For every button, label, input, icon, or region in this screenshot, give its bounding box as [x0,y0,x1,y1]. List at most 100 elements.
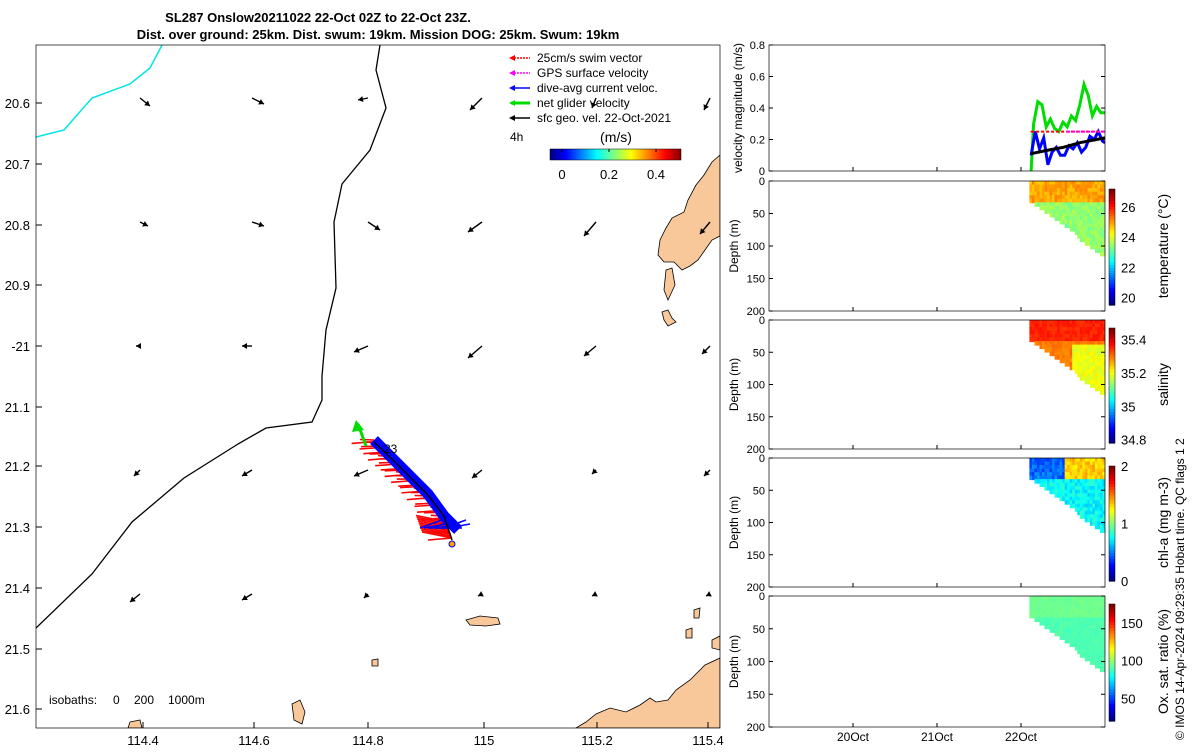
colorbar-label: salinity [1155,363,1171,406]
colorbar-tick-label: 0.4 [647,167,665,182]
lat-tick-label: 20.6 [5,96,30,111]
velocity-point [1060,155,1061,156]
lat-tick-label: 21.3 [5,520,30,535]
colorbar-tick-label: 35 [1121,399,1135,414]
colorbar-tick-label: 22 [1121,260,1135,275]
y-tick-label: 0 [759,176,765,188]
velocity-point [1062,122,1063,123]
isobath-value-0: 0 [113,693,120,707]
colorbar-tick-label: 150 [1121,616,1143,631]
legend-label: GPS surface velocity [537,66,648,80]
profile-cells [1029,181,1105,256]
isobath-value-200: 200 [134,693,154,707]
colorbar-tick-label: 0 [1121,574,1128,589]
velocity-point [1039,148,1040,149]
velocity-point [1088,95,1089,96]
lat-tick-label: 21.1 [5,400,30,415]
colorbar-tick-label: 2 [1121,459,1128,474]
colorbar-segment [1109,604,1115,608]
colorbar-label: chl-a (mg m-3) [1155,477,1171,568]
velocity-series [1030,84,1105,172]
velocity-point [1035,131,1036,132]
lat-tick-label: 20.9 [5,278,30,293]
velocity-point [1030,131,1031,132]
velocity-point [1072,148,1073,149]
colorbar-tick-label: 35.4 [1121,333,1146,348]
x-tick-label: 22Oct [1005,730,1038,744]
colorbar-segment [1109,625,1115,629]
panel-frame [769,45,1105,171]
velocity-point [1046,150,1047,151]
velocity-point [1037,101,1038,102]
y-axis-label: Depth (m) [727,496,741,549]
lon-tick-label: 115.4 [692,733,724,748]
y-tick-label: 0 [759,315,765,327]
isobath-legend-label: isobaths: [49,693,97,707]
x-tick-label: 21Oct [921,730,954,744]
lon-tick-label: 114.8 [352,733,384,748]
velocity-point [1100,112,1101,113]
land-mass [372,659,378,666]
y-tick-label: 50 [753,347,765,359]
y-tick-label: 200 [747,722,765,734]
lat-tick-label: 20.8 [5,218,30,233]
colorbar-segment [1109,692,1115,696]
legend-label: net glider velocity [537,96,630,110]
colorbar-segment [1109,704,1115,708]
profile-cells [1029,320,1105,395]
velocity-point [1085,147,1086,148]
map-title-line1: SL287 Onslow20211022 22-Oct 02Z to 22-Oc… [165,10,471,25]
colorbar-label: Ox. sat. ratio (%) [1155,609,1171,714]
lon-tick-label: 115 [474,733,495,748]
lat-tick-label: 21.2 [5,459,30,474]
map-title-line2: Dist. over ground: 25km. Dist. swum: 19k… [137,27,620,42]
y-tick-label: 150 [747,550,765,562]
colorbar-segment [1109,466,1115,470]
y-axis-label: Depth (m) [727,219,741,272]
velocity-point [1092,115,1093,116]
velocity-point [1047,164,1048,165]
velocity-point [1071,115,1072,116]
y-tick-label: 100 [747,241,765,253]
colorbar-segment [1109,683,1115,687]
x-tick-label: 20Oct [837,730,870,744]
colorbar-tick-label: 26 [1121,200,1135,215]
legend-duration-label: 4h [510,130,523,144]
velocity-point [1081,152,1082,153]
velocity-point [1030,153,1031,154]
lat-tick-label: -21 [11,339,30,354]
lat-tick-label: 20.7 [5,157,30,172]
legend-label: sfc geo. vel. 22-Oct-2021 [537,111,671,125]
velocity-point [1096,139,1097,140]
colorbar-tick-label: 20 [1121,290,1135,305]
y-axis-label: velocity magnitude (m/s) [731,43,745,173]
lon-tick-label: 114.4 [127,733,159,748]
colorbar-segment [1109,610,1115,614]
velocity-point [1102,140,1103,141]
y-tick-label: 150 [747,412,765,424]
y-tick-label: 0.2 [750,135,765,147]
colorbar-segment [1109,668,1115,672]
y-tick-label: 150 [747,689,765,701]
lat-tick-label: 21.5 [5,642,30,657]
colorbar-tick-label: 50 [1121,691,1135,706]
colorbar-tick-label: 35.2 [1121,366,1146,381]
track-label: 23 [384,442,398,456]
colorbar-segment [1109,328,1115,332]
velocity-point [1096,106,1097,107]
velocity-point [1067,131,1068,132]
y-axis-label: Depth (m) [727,635,741,688]
isobath-value-1000: 1000m [168,693,205,707]
velocity-point [1079,142,1080,143]
y-tick-label: 0 [759,453,765,465]
velocity-point [1089,136,1090,137]
velocity-point [1033,123,1034,124]
